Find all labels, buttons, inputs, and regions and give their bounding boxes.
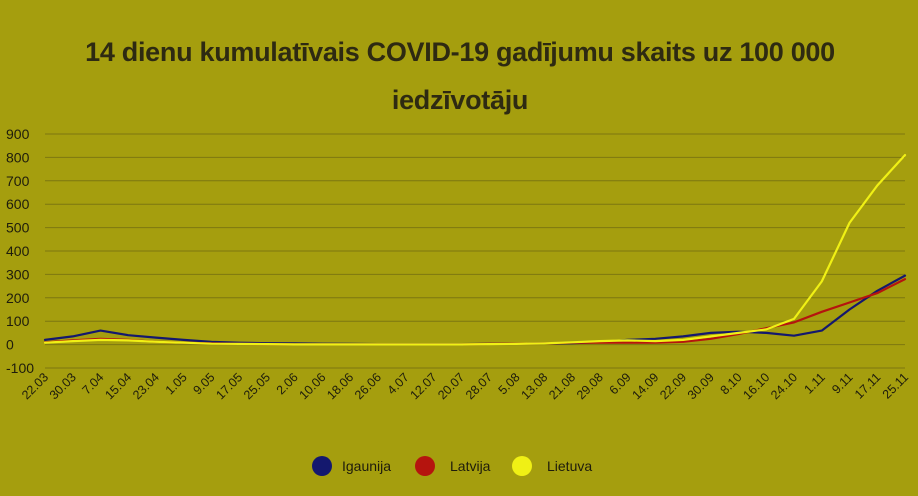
legend-marker: [512, 456, 532, 476]
x-tick-label: 17.11: [852, 370, 883, 401]
x-tick-label: 25.11: [880, 370, 911, 401]
x-tick-label: 23.04: [130, 370, 162, 402]
x-tick-label: 20.07: [435, 370, 467, 402]
y-tick-label: 300: [6, 266, 30, 282]
x-tick-label: 21.08: [546, 370, 578, 402]
y-tick-label: 100: [6, 313, 30, 329]
x-tick-label: 30.03: [47, 370, 79, 402]
y-tick-label: 900: [6, 126, 30, 142]
x-tick-label: 29.08: [574, 370, 606, 402]
x-tick-label: 1.05: [163, 370, 190, 397]
grid-layer: [45, 133, 905, 369]
x-tick-label: 28.07: [463, 370, 495, 402]
x-tick-label: 10.06: [297, 370, 329, 402]
legend-label: Latvija: [450, 458, 491, 474]
x-tick-label: 25.05: [241, 370, 273, 402]
x-tick-label: 15.04: [102, 370, 134, 402]
x-tick-label: 17.05: [213, 370, 245, 402]
x-tick-label: 26.06: [352, 370, 384, 402]
x-tick-label: 24.10: [768, 370, 800, 402]
y-tick-label: 0: [6, 337, 14, 353]
x-tick-label: 1.11: [801, 370, 827, 396]
legend: Igaunija Latvija Lietuva: [312, 456, 592, 476]
series-line-lietuva: [43, 154, 907, 346]
legend-marker: [312, 456, 332, 476]
y-tick-label: 200: [6, 290, 30, 306]
x-tick-label: 16.10: [740, 370, 772, 402]
x-tick-label: 22.09: [657, 370, 689, 402]
legend-label: Lietuva: [547, 458, 592, 474]
legend-marker: [415, 456, 435, 476]
x-tick-label: 14.09: [629, 370, 661, 402]
x-tick-label: 30.09: [685, 370, 717, 402]
y-axis: 900 800 700 600 500 400 300 200 100 0 -100: [6, 126, 34, 376]
y-tick-label: 500: [6, 220, 30, 236]
legend-label: Igaunija: [342, 458, 391, 474]
chart-title: 14 dienu kumulatīvais COVID-19 gadījumu …: [85, 37, 835, 115]
y-tick-label: 800: [6, 149, 30, 165]
x-tick-label: 13.08: [518, 370, 550, 402]
y-tick-label: 600: [6, 196, 30, 212]
series-layer: [43, 154, 907, 346]
y-tick-label: 700: [6, 173, 30, 189]
y-tick-label: 400: [6, 243, 30, 259]
series-line-igaunija: [43, 274, 907, 346]
x-tick-label: 18.06: [324, 370, 356, 402]
y-tick-label: -100: [6, 360, 34, 376]
x-tick-label: 12.07: [407, 370, 439, 402]
